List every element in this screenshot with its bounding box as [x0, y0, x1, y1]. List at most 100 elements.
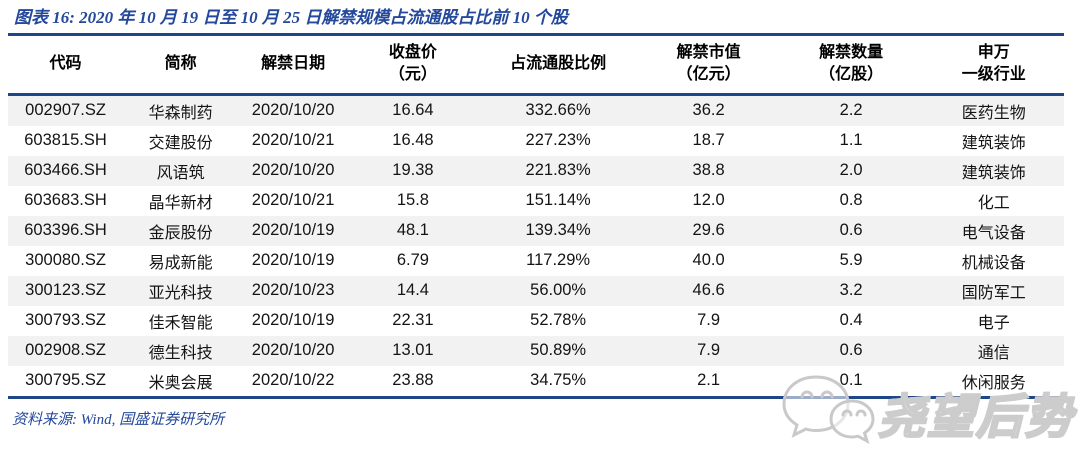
cell-name: 佳禾智能 [148, 314, 213, 332]
cell-close: 14.4 [396, 281, 429, 300]
cell-ratio: 139.34% [525, 221, 591, 240]
cell-code: 603815.SH [24, 131, 107, 150]
cell-date: 2020/10/21 [251, 191, 335, 210]
table-row: 300123.SZ 亚光科技 2020/10/23 14.4 56.00% 46… [8, 275, 1064, 306]
cell-close: 23.88 [392, 371, 434, 390]
header-shares: 解禁数量 （亿股） [819, 44, 884, 84]
cell-code: 002908.SZ [25, 341, 106, 360]
header-close: 收盘价 （元） [388, 44, 437, 84]
cell-code: 300080.SZ [25, 251, 106, 270]
header-mktcap: 解禁市值 （亿元） [676, 44, 741, 84]
cell-ratio: 221.83% [525, 161, 591, 180]
cell-mktcap: 7.9 [697, 341, 721, 360]
cell-industry: 休闲服务 [961, 374, 1026, 392]
cell-shares: 0.8 [839, 191, 863, 210]
cell-mktcap: 12.0 [692, 191, 725, 210]
figure-title: 图表 16: 2020 年 10 月 19 日至 10 月 25 日解禁规模占流… [14, 8, 568, 27]
cell-name: 金辰股份 [148, 224, 213, 242]
cell-mktcap: 36.2 [692, 101, 725, 120]
cell-name: 交建股份 [148, 134, 213, 152]
cell-close: 6.79 [396, 251, 429, 270]
cell-date: 2020/10/22 [251, 371, 335, 390]
cell-code: 300795.SZ [25, 371, 106, 390]
cell-code: 300123.SZ [25, 281, 106, 300]
cell-name: 易成新能 [148, 254, 213, 272]
cell-code: 603466.SH [24, 161, 107, 180]
table-row: 002908.SZ 德生科技 2020/10/20 13.01 50.89% 7… [8, 335, 1064, 366]
cell-ratio: 56.00% [530, 281, 587, 300]
table-row: 300795.SZ 米奥会展 2020/10/22 23.88 34.75% 2… [8, 365, 1064, 398]
cell-close: 19.38 [392, 161, 434, 180]
cell-ratio: 332.66% [525, 101, 591, 120]
cell-name: 德生科技 [148, 344, 213, 362]
unlock-table: 代码 简称 解禁日期 收盘价 （元） 占流通股比例 解禁市值 （亿元） 解禁数量 （亿… [8, 33, 1064, 399]
cell-name: 华森制药 [148, 104, 213, 122]
source-note: 资料来源: Wind, 国盛证券研究所 [12, 411, 225, 428]
header-date: 解禁日期 [261, 55, 326, 73]
table-row: 603466.SH 风语筑 2020/10/20 19.38 221.83% 3… [8, 155, 1064, 186]
cell-industry: 医药生物 [961, 104, 1026, 122]
header-industry: 申万 一级行业 [961, 44, 1026, 84]
table-row: 603683.SH 晶华新材 2020/10/21 15.8 151.14% 1… [8, 185, 1064, 216]
table-row: 300793.SZ 佳禾智能 2020/10/19 22.31 52.78% 7… [8, 305, 1064, 336]
cell-date: 2020/10/23 [251, 281, 335, 300]
cell-name: 亚光科技 [148, 284, 213, 302]
cell-mktcap: 40.0 [692, 251, 725, 270]
cell-close: 48.1 [396, 221, 429, 240]
cell-industry: 化工 [977, 194, 1010, 212]
cell-ratio: 52.78% [530, 311, 587, 330]
cell-date: 2020/10/19 [251, 311, 335, 330]
cell-close: 22.31 [392, 311, 434, 330]
cell-date: 2020/10/20 [251, 101, 335, 120]
cell-industry: 建筑装饰 [961, 134, 1026, 152]
header-name: 简称 [164, 55, 197, 73]
cell-name: 米奥会展 [148, 374, 213, 392]
cell-shares: 0.6 [839, 221, 863, 240]
cell-industry: 国防军工 [961, 284, 1026, 302]
table-row: 603815.SH 交建股份 2020/10/21 16.48 227.23% … [8, 125, 1064, 156]
cell-shares: 3.2 [839, 281, 863, 300]
cell-code: 002907.SZ [25, 101, 106, 120]
cell-ratio: 227.23% [525, 131, 591, 150]
cell-code: 603396.SH [24, 221, 107, 240]
table-row: 300080.SZ 易成新能 2020/10/19 6.79 117.29% 4… [8, 245, 1064, 276]
cell-ratio: 151.14% [525, 191, 591, 210]
cell-close: 16.48 [392, 131, 434, 150]
cell-mktcap: 38.8 [692, 161, 725, 180]
cell-ratio: 34.75% [530, 371, 587, 390]
cell-name: 晶华新材 [148, 194, 213, 212]
cell-mktcap: 7.9 [697, 311, 721, 330]
cell-mktcap: 18.7 [692, 131, 725, 150]
cell-shares: 0.1 [839, 371, 863, 390]
cell-mktcap: 29.6 [692, 221, 725, 240]
cell-date: 2020/10/20 [251, 341, 335, 360]
table-row: 002907.SZ 华森制药 2020/10/20 16.64 332.66% … [8, 94, 1064, 126]
cell-shares: 0.6 [839, 341, 863, 360]
cell-industry: 电子 [977, 314, 1010, 332]
header-code: 代码 [49, 55, 82, 73]
cell-industry: 电气设备 [961, 224, 1026, 242]
cell-industry: 通信 [977, 344, 1010, 362]
cell-shares: 5.9 [839, 251, 863, 270]
cell-ratio: 50.89% [530, 341, 587, 360]
table-header-row: 代码 简称 解禁日期 收盘价 （元） 占流通股比例 解禁市值 （亿元） 解禁数量 （亿… [8, 35, 1064, 95]
cell-date: 2020/10/19 [251, 251, 335, 270]
cell-close: 15.8 [396, 191, 429, 210]
cell-close: 13.01 [392, 341, 434, 360]
cell-mktcap: 2.1 [697, 371, 721, 390]
cell-date: 2020/10/19 [251, 221, 335, 240]
cell-name: 风语筑 [156, 164, 205, 182]
cell-shares: 0.4 [839, 311, 863, 330]
cell-industry: 机械设备 [961, 254, 1026, 272]
cell-mktcap: 46.6 [692, 281, 725, 300]
table-row: 603396.SH 金辰股份 2020/10/19 48.1 139.34% 2… [8, 215, 1064, 246]
cell-code: 603683.SH [24, 191, 107, 210]
cell-shares: 2.2 [839, 101, 863, 120]
cell-date: 2020/10/21 [251, 131, 335, 150]
header-ratio: 占流通股比例 [510, 55, 607, 73]
cell-industry: 建筑装饰 [961, 164, 1026, 182]
cell-shares: 2.0 [839, 161, 863, 180]
cell-ratio: 117.29% [526, 251, 591, 270]
cell-date: 2020/10/20 [251, 161, 335, 180]
